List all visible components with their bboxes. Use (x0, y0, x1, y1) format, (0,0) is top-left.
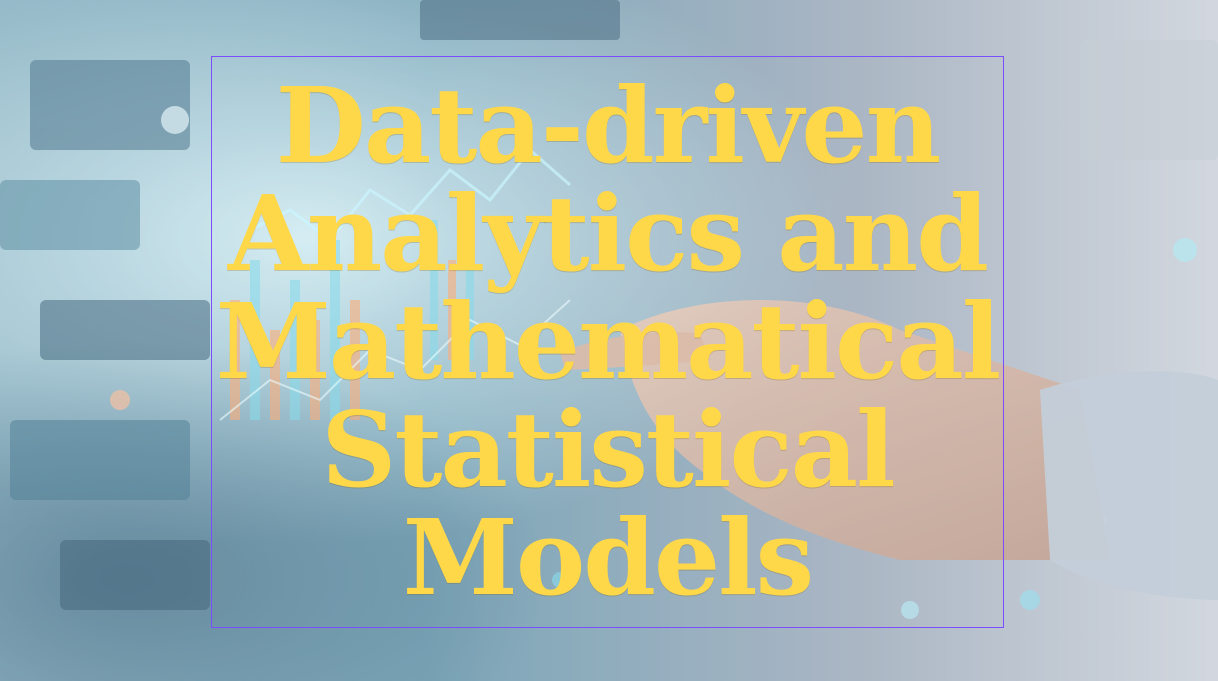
title-line-4: Statistical (321, 388, 895, 511)
slide-title: Data-driven Analytics and Mathematical S… (211, 72, 1004, 612)
title-line-2: Analytics and (228, 172, 989, 295)
title-line-5: Models (402, 496, 814, 619)
title-line-3: Mathematical (215, 280, 1002, 403)
text-box-frame[interactable] (211, 56, 1004, 628)
title-line-1: Data-driven (275, 64, 941, 187)
